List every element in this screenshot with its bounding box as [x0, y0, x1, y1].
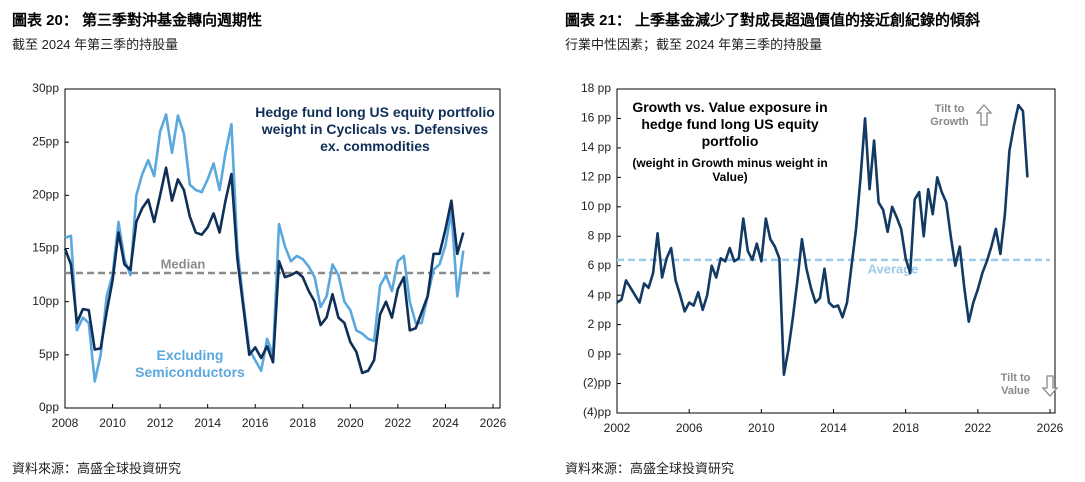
y-tick-label: 5pp — [39, 347, 59, 361]
series-label: Excluding Semiconductors — [135, 347, 245, 380]
x-tick-label: 2002 — [604, 421, 631, 435]
x-tick-label: 2008 — [52, 416, 79, 430]
series-note: (weight in Growth minus weight in Value) — [632, 156, 828, 184]
y-tick-label: 0 pp — [588, 346, 612, 360]
y-tick-label: (4)pp — [583, 405, 611, 419]
series-label: Growth vs. Value exposure in hedge fund … — [632, 99, 828, 149]
y-tick-label: 10 pp — [581, 199, 611, 213]
y-tick-label: (2)pp — [583, 376, 611, 390]
series-line — [616, 103, 1029, 377]
y-tick-label: 12 pp — [581, 170, 611, 184]
chart-subtitle: 行業中性因素；截至 2024 年第三季的持股量 — [565, 37, 823, 52]
x-tick-label: 2010 — [99, 416, 126, 430]
chart-source: 資料來源：高盛全球投資研究 — [565, 461, 735, 476]
x-tick-label: 2022 — [964, 421, 991, 435]
x-tick-label: 2014 — [820, 421, 847, 435]
x-tick-label: 2006 — [676, 421, 703, 435]
y-tick-label: 16 pp — [581, 111, 611, 125]
y-tick-label: 25pp — [32, 134, 59, 148]
chart-source: 資料來源：高盛全球投資研究 — [12, 461, 182, 476]
y-tick-label: 14 pp — [581, 140, 611, 154]
x-tick-label: 2026 — [1037, 421, 1064, 435]
plot-frame — [616, 88, 1056, 414]
y-tick-label: 18 pp — [581, 81, 611, 95]
y-tick-label: 15pp — [32, 241, 59, 255]
x-tick-label: 2020 — [337, 416, 364, 430]
y-tick-label: 20pp — [32, 188, 59, 202]
series-label: Hedge fund long US equity portfolio weig… — [255, 104, 495, 154]
x-tick-label: 2012 — [147, 416, 174, 430]
x-tick-label: 2024 — [432, 416, 459, 430]
y-tick-label: 4 pp — [588, 287, 612, 301]
y-tick-label: 6 pp — [588, 258, 612, 272]
reference-label: Average — [868, 261, 919, 276]
x-tick-label: 2014 — [194, 416, 221, 430]
y-tick-label: 10pp — [32, 294, 59, 308]
x-tick-label: 2022 — [385, 416, 412, 430]
series-line — [63, 166, 465, 375]
x-tick-label: 2010 — [748, 421, 775, 435]
y-tick-label: 0pp — [39, 400, 59, 414]
tilt-label: Tilt to Value — [1000, 372, 1031, 397]
tilt-arrow — [1041, 375, 1059, 397]
reference-label: Median — [161, 256, 206, 271]
x-tick-label: 2016 — [242, 416, 269, 430]
tilt-label: Tilt to Growth — [930, 103, 969, 128]
tilt-arrow — [975, 104, 993, 126]
chart-title: 圖表 20： 第三季對沖基金轉向週期性 — [12, 12, 263, 29]
y-tick-label: 30pp — [32, 81, 59, 95]
y-tick-label: 8 pp — [588, 228, 612, 242]
x-tick-label: 2026 — [480, 416, 507, 430]
chart-title: 圖表 21： 上季基金減少了對成長超過價值的接近創紀錄的傾斜 — [565, 12, 981, 29]
y-tick-label: 2 pp — [588, 317, 612, 331]
x-tick-label: 2018 — [289, 416, 316, 430]
x-tick-label: 2018 — [892, 421, 919, 435]
chart-subtitle: 截至 2024 年第三季的持股量 — [12, 37, 179, 52]
